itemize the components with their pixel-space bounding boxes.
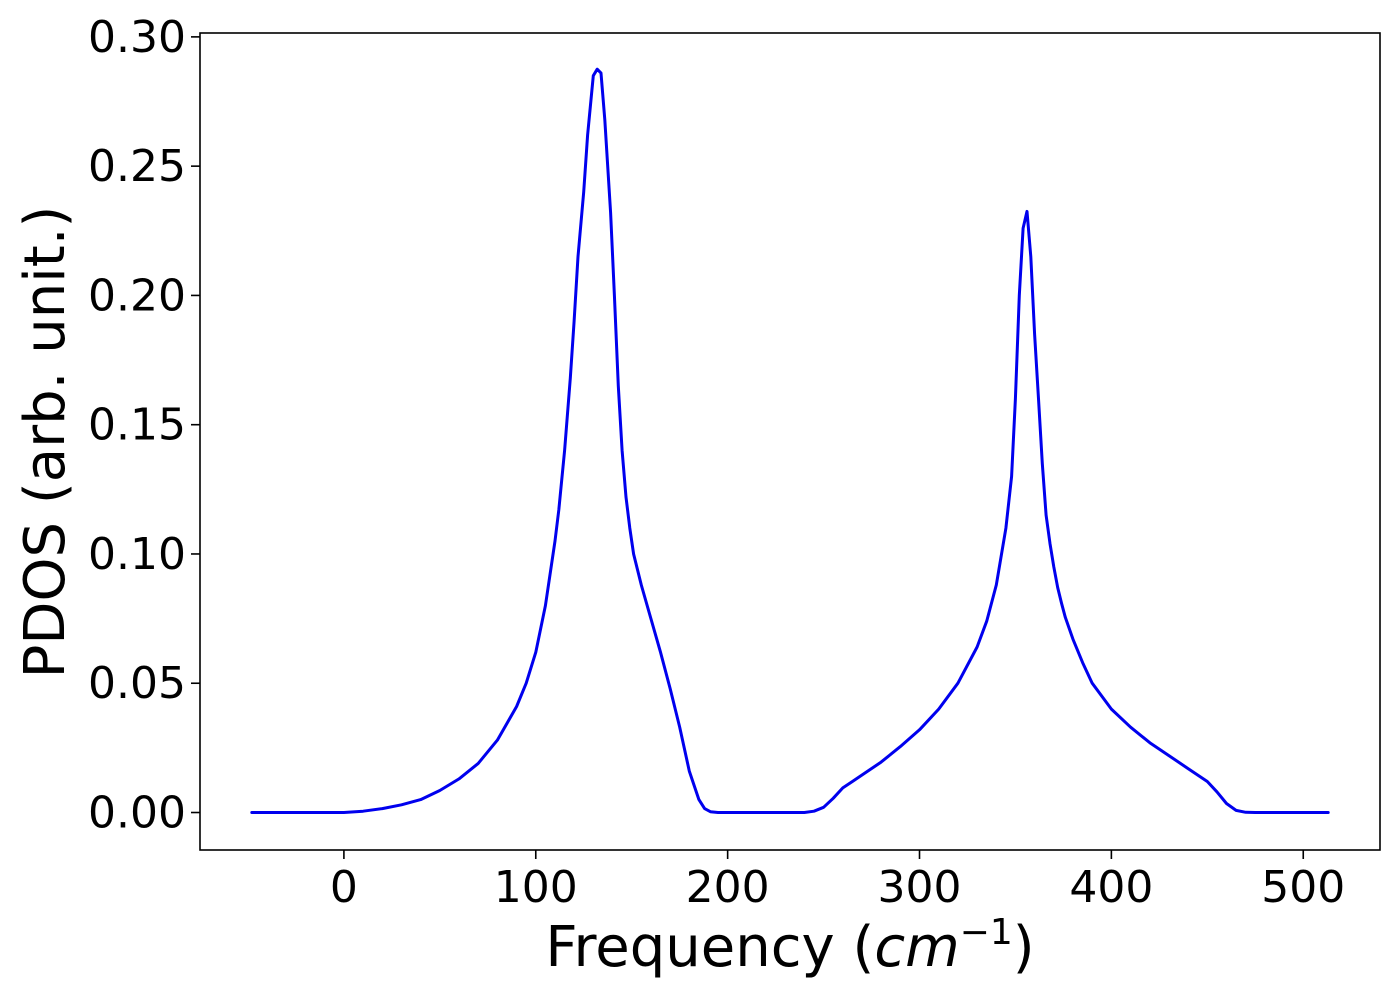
x-tick-label: 200 — [686, 862, 770, 913]
plot-frame — [199, 32, 1381, 851]
y-tick-label: 0.05 — [88, 658, 186, 709]
x-axis-title: Frequency (cm−1) — [545, 912, 1034, 980]
x-tick-label: 300 — [878, 862, 962, 913]
y-tick-label: 0.15 — [88, 400, 186, 451]
y-axis-title: PDOS (arb. unit.) — [13, 206, 78, 679]
x-tick-label: 0 — [330, 862, 358, 913]
x-tick-label: 500 — [1261, 862, 1345, 913]
y-tick-label: 0.00 — [88, 788, 186, 839]
y-tick-label: 0.20 — [88, 270, 186, 321]
x-tick-label: 400 — [1069, 862, 1153, 913]
pdos-line — [250, 67, 1330, 814]
y-axis: 0.00 0.05 0.10 0.15 0.20 0.25 0.30 — [88, 12, 200, 839]
y-tick-label: 0.25 — [88, 141, 186, 192]
x-tick-label: 100 — [494, 862, 578, 913]
x-axis: 0 100 200 300 400 500 — [330, 850, 1345, 913]
y-tick-label: 0.10 — [88, 529, 186, 580]
y-tick-label: 0.30 — [88, 12, 186, 63]
